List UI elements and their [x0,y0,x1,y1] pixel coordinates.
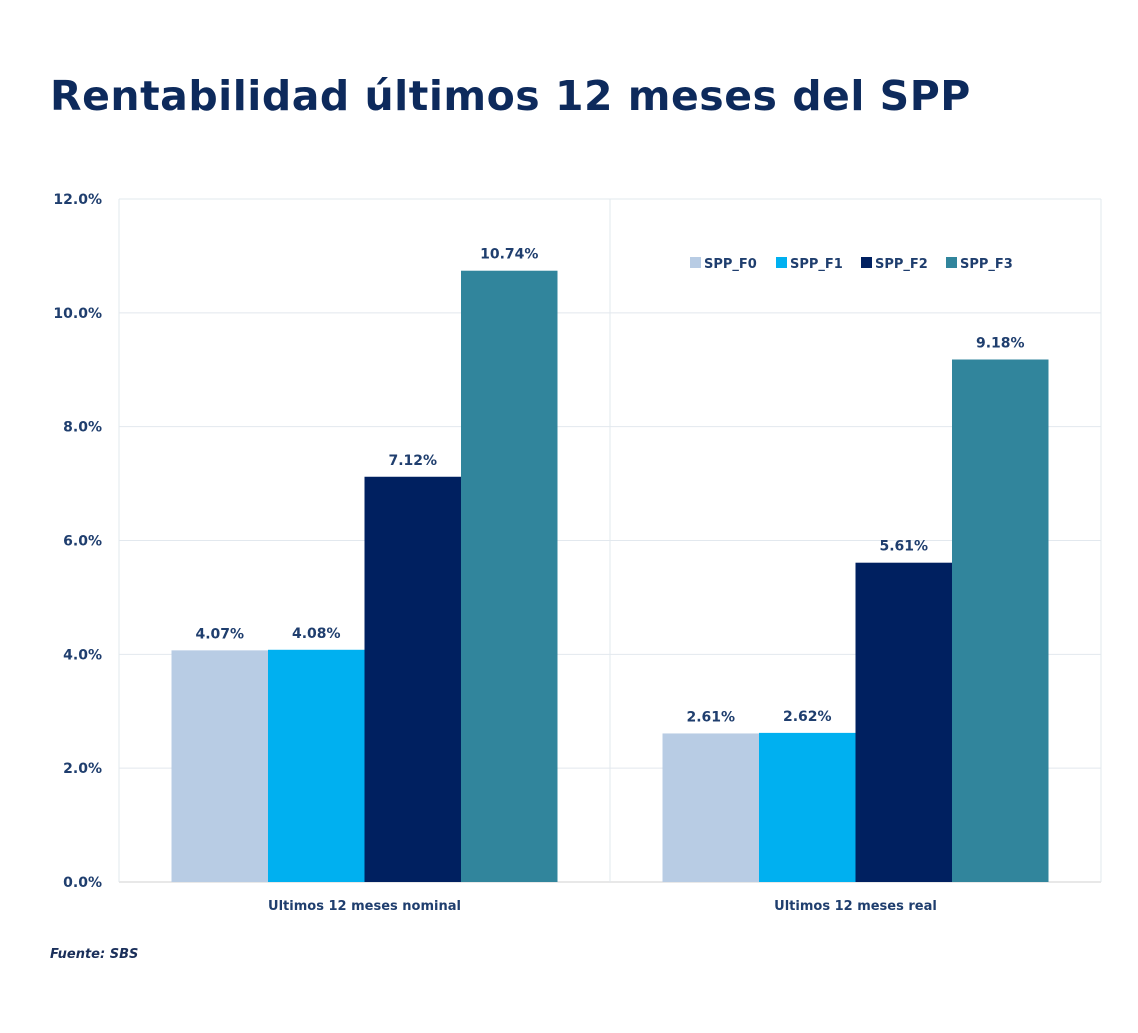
legend-label: SPP_F1 [790,257,843,272]
legend-label: SPP_F3 [960,257,1013,272]
bar-spp-f2 [855,562,952,882]
data-label: 7.12% [388,453,437,469]
y-tick-label: 0.0% [63,875,102,891]
bar-spp-f2 [364,476,461,882]
y-tick-label: 6.0% [63,534,102,550]
data-label: 4.07% [195,626,244,642]
data-label: 9.18% [976,336,1025,352]
bar-spp-f3 [461,270,558,883]
source-note: Fuente: SBS [50,947,139,962]
legend-label: SPP_F0 [704,257,757,272]
bar-spp-f1 [759,732,856,882]
legend-swatch [690,257,701,268]
bar-spp-f0 [662,733,759,882]
y-tick-label: 8.0% [63,420,102,436]
x-category-label: Ultimos 12 meses real [774,899,937,914]
y-tick-label: 2.0% [63,761,102,777]
y-tick-label: 12.0% [53,192,102,208]
page-title: Rentabilidad últimos 12 meses del SPP [50,72,971,120]
legend-swatch [776,257,787,268]
y-tick-label: 4.0% [63,647,102,663]
y-tick-label: 10.0% [53,306,102,322]
bar-spp-f0 [171,650,268,882]
data-label: 4.08% [292,626,341,642]
data-label: 10.74% [480,247,538,263]
data-label: 2.62% [783,709,832,725]
x-category-label: Ultimos 12 meses nominal [268,899,461,914]
data-label: 5.61% [879,539,928,555]
legend-swatch [861,257,872,268]
bar-spp-f3 [952,359,1049,882]
legend-label: SPP_F2 [875,257,928,272]
bar-spp-f1 [268,649,365,882]
legend-swatch [946,257,957,268]
data-label: 2.61% [686,709,735,725]
